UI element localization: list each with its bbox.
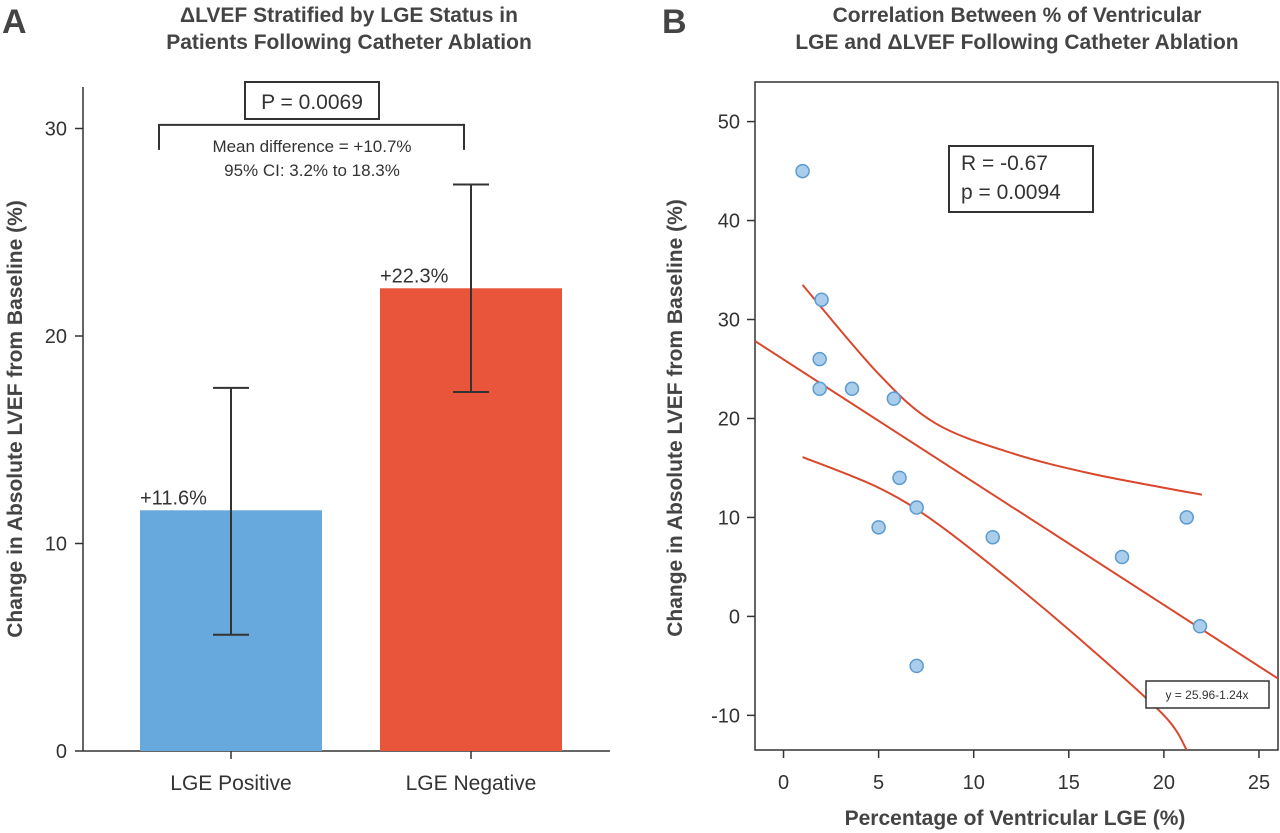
panel-b-plot-frame (754, 81, 1279, 751)
x-tick-label: 15 (1058, 772, 1080, 794)
panel-a-bars: +11.6% LGE Positive +22.3% LGE Negative (140, 183, 562, 795)
scatter-point (812, 351, 827, 367)
panel-b-plot-area (755, 163, 1278, 750)
x-tick-label: 5 (873, 772, 884, 794)
panel-a-letter: A (2, 3, 27, 41)
significance-bracket (158, 123, 465, 150)
correlation-p-label: p = 0.0094 (961, 181, 1061, 204)
regression-lines (755, 284, 1278, 750)
scatter-point (985, 529, 1000, 545)
y-tick-label: 40 (718, 211, 740, 233)
scatter-point (871, 520, 886, 535)
x-category-label: LGE Positive (170, 772, 291, 795)
x-category-label: LGE Negative (406, 772, 537, 795)
panel-a-title-line1: ΔLVEF Stratified by LGE Status in (180, 4, 518, 27)
y-tick-label: 30 (45, 119, 67, 141)
panel-a: A ΔLVEF Stratified by LGE Status in Pati… (2, 3, 610, 795)
panel-a-title-line2: Patients Following Catheter Ablation (166, 31, 532, 54)
mean-difference-label: Mean difference = +10.7% (212, 137, 411, 156)
y-tick-label: 0 (56, 741, 67, 763)
confidence-band-lower (802, 456, 1188, 750)
p-value-label: P = 0.0069 (261, 91, 363, 114)
p-value-box (244, 81, 380, 120)
scatter-point (909, 500, 924, 515)
panel-b-title-line2: LGE and ΔLVEF Following Catheter Ablatio… (795, 31, 1238, 54)
panel-b-letter: B (662, 3, 687, 41)
panel-b: B Correlation Between % of Ventricular L… (662, 3, 1279, 830)
x-tick-label: 10 (963, 772, 985, 794)
panel-b-x-axis-title: Percentage of Ventricular LGE (%) (845, 807, 1186, 830)
confidence-band-upper (801, 284, 1203, 496)
scatter-point (1192, 619, 1208, 634)
scatter-point (1179, 510, 1194, 525)
confidence-interval-label: 95% CI: 3.2% to 18.3% (224, 161, 400, 180)
x-tick-label: 20 (1153, 772, 1175, 794)
scatter-point (1114, 549, 1130, 565)
bracket-line (158, 123, 465, 150)
bar-value-label: +11.6% (140, 487, 207, 509)
panel-b-y-axis-title: Change in Absolute LVEF from Baseline (%… (664, 199, 687, 637)
regression-equation-box (1145, 680, 1270, 709)
correlation-r-label: R = -0.67 (961, 152, 1048, 175)
regression-line (755, 340, 1278, 680)
scatter-point (909, 658, 924, 674)
scatter-point (886, 391, 902, 406)
y-tick-label: 10 (718, 507, 740, 529)
correlation-stats-box (948, 145, 1094, 213)
y-tick-label: 50 (718, 112, 740, 134)
y-tick-label: 10 (45, 534, 67, 556)
y-tick-label: 20 (45, 326, 67, 348)
panel-a-y-axis-title: Change in Absolute LVEF from Baseline (%… (4, 200, 27, 638)
scatter-points (795, 163, 1208, 674)
x-tick-label: 0 (778, 772, 789, 794)
panel-b-y-ticks: -10 0 10 20 30 40 50 (711, 112, 755, 727)
y-tick-label: -10 (711, 705, 740, 727)
scatter-point (892, 470, 907, 486)
scatter-point (814, 292, 829, 307)
scatter-point (844, 381, 860, 397)
y-tick-label: 20 (718, 408, 740, 430)
regression-equation-label: y = 25.96-1.24x (1165, 688, 1248, 702)
scatter-point (812, 381, 827, 397)
bar-value-label: +22.3% (380, 265, 449, 287)
panel-b-title-line1: Correlation Between % of Ventricular (833, 4, 1202, 27)
scatter-point (795, 163, 810, 179)
y-tick-label: 30 (718, 310, 740, 332)
panel-a-y-ticks: 0 10 20 30 (45, 119, 83, 763)
y-tick-label: 0 (729, 606, 740, 628)
panel-b-x-ticks: 0 5 10 15 20 25 (778, 750, 1270, 794)
x-tick-label: 25 (1248, 772, 1270, 794)
